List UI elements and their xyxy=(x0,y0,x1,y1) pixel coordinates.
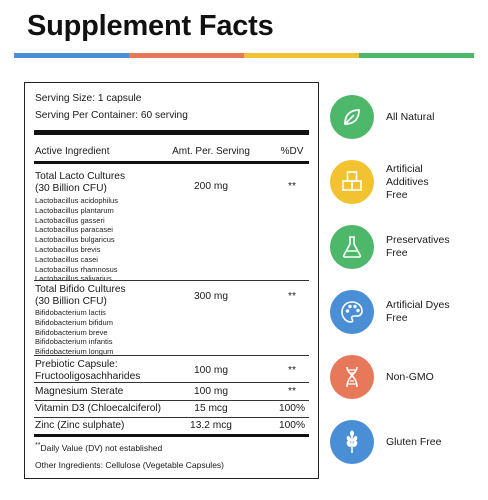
strain-list: Lactobacillus acidophilus Lactobacillus … xyxy=(35,196,118,284)
badge-label: Preservatives Free xyxy=(386,234,450,259)
ingredient-dv: 100% xyxy=(278,420,306,431)
badge-gluten-free: Gluten Free xyxy=(330,420,476,464)
strain-list: Bifidobacterium lactis Bifidobacterium b… xyxy=(35,308,114,357)
ingredient-amount: 100 mg xyxy=(194,365,228,376)
badge-all-natural: All Natural xyxy=(330,95,476,139)
row-divider xyxy=(34,382,309,383)
badge-dyes-free: Artificial Dyes Free xyxy=(330,290,476,334)
ingredient-amount: 200 mg xyxy=(194,181,228,192)
color-stripe xyxy=(14,53,474,58)
footnote: **Daily Value (DV) not established xyxy=(35,441,163,453)
stripe-green xyxy=(359,53,474,58)
row-divider xyxy=(34,280,309,281)
leaf-icon xyxy=(330,95,374,139)
supplement-facts-panel: Serving Size: 1 capsule Serving Per Cont… xyxy=(24,82,319,479)
ingredient-name: Total Bifido Cultures (30 Billion CFU) xyxy=(35,284,126,307)
thick-rule-2 xyxy=(34,161,309,164)
servings-per-container: Serving Per Container: 60 serving xyxy=(35,110,188,121)
badge-label: Artificial Dyes Free xyxy=(386,299,450,324)
ingredient-dv: ** xyxy=(288,181,296,192)
row-divider xyxy=(34,355,309,356)
row-divider xyxy=(34,400,309,401)
ingredient-dv: ** xyxy=(288,386,296,397)
ingredient-name: Magnesium Sterate xyxy=(35,386,124,397)
ingredient-dv: ** xyxy=(288,365,296,376)
header-amount: Amt. Per. Serving xyxy=(172,146,250,157)
cubes-icon xyxy=(330,160,374,204)
header-ingredient: Active Ingredient xyxy=(35,146,110,157)
ingredient-amount: 13.2 mcg xyxy=(190,420,232,431)
stripe-yellow xyxy=(244,53,359,58)
ingredient-name: Total Lacto Cultures (30 Billion CFU) xyxy=(35,171,126,194)
header-dv: %DV xyxy=(280,146,304,157)
badge-non-gmo: Non-GMO xyxy=(330,355,476,399)
badge-label: All Natural xyxy=(386,110,435,123)
other-ingredients: Other Ingredients: Cellulose (Vegetable … xyxy=(35,460,224,470)
badge-preservatives-free: Preservatives Free xyxy=(330,225,476,269)
row-divider xyxy=(34,417,309,418)
badge-additives-free: Artificial Additives Free xyxy=(330,160,476,204)
ingredient-amount: 100 mg xyxy=(194,386,228,397)
ingredient-dv: ** xyxy=(288,291,296,302)
ingredient-name: Vitamin D3 (Chloecalciferol) xyxy=(35,403,162,414)
palette-icon xyxy=(330,290,374,334)
dna-icon xyxy=(330,355,374,399)
ingredient-dv: 100% xyxy=(278,403,306,414)
thick-rule xyxy=(34,130,309,135)
ingredient-name: Zinc (Zinc sulphate) xyxy=(35,420,125,431)
thick-rule-3 xyxy=(34,434,309,437)
serving-size: Serving Size: 1 capsule xyxy=(35,93,142,104)
stripe-orange xyxy=(129,53,244,58)
ingredient-amount: 300 mg xyxy=(194,291,228,302)
flask-icon xyxy=(330,225,374,269)
ingredient-amount: 15 mcg xyxy=(194,403,228,414)
page-title: Supplement Facts xyxy=(27,10,274,42)
ingredient-name: Prebiotic Capsule: Fructooligosachharide… xyxy=(35,359,141,382)
badge-label: Artificial Additives Free xyxy=(386,162,429,201)
badge-label: Non-GMO xyxy=(386,370,434,383)
badge-label: Gluten Free xyxy=(386,435,442,448)
wheat-icon xyxy=(330,420,374,464)
stripe-blue xyxy=(14,53,129,58)
